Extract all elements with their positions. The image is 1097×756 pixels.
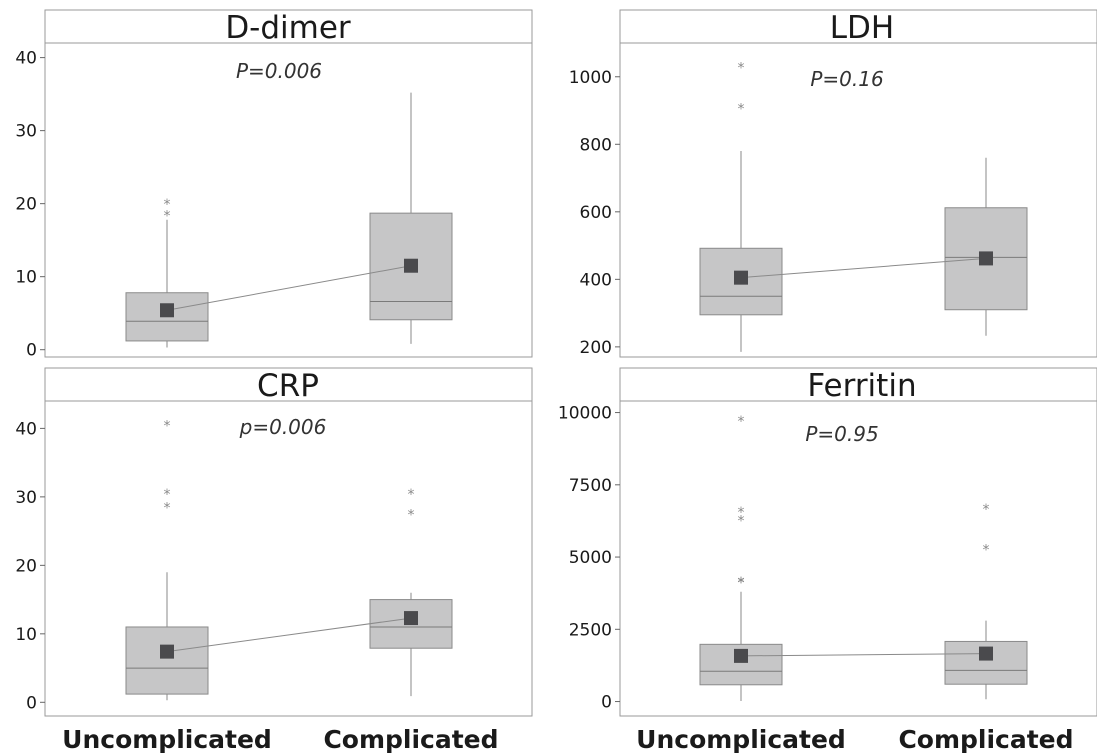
outlier-point: * xyxy=(738,576,745,592)
outlier-point: * xyxy=(738,575,745,591)
outlier-point: * xyxy=(164,197,171,213)
panel-title: Ferritin xyxy=(807,368,916,404)
outlier-point: * xyxy=(738,514,745,530)
y-tick-label: 7500 xyxy=(569,476,612,496)
outlier-point: * xyxy=(738,60,745,76)
y-tick-label: 200 xyxy=(580,338,612,358)
mean-marker xyxy=(734,270,748,285)
outlier-point: * xyxy=(408,487,415,503)
panel-title: D-dimer xyxy=(225,10,351,46)
y-tick-label: 600 xyxy=(580,203,612,223)
panel-ldh: LDH P=0.16 200 400 600 800 1000 * * xyxy=(569,9,1097,358)
outlier-point: * xyxy=(164,419,171,435)
y-tick-label: 400 xyxy=(580,270,612,290)
y-tick-label: 10 xyxy=(15,268,37,288)
y-tick-label: 10000 xyxy=(558,404,612,424)
mean-marker xyxy=(979,251,993,266)
mean-marker xyxy=(160,644,174,659)
outlier-point: * xyxy=(983,542,990,558)
p-value-annotation: P=0.006 xyxy=(236,59,322,83)
y-tick-label: 10 xyxy=(15,625,37,645)
x-axis-label-uncomplicated: Uncomplicated xyxy=(62,725,272,754)
outlier-point: * xyxy=(164,501,171,517)
p-value-annotation: P=0.16 xyxy=(810,67,883,91)
y-tick-label: 30 xyxy=(15,488,37,508)
mean-marker xyxy=(404,258,418,273)
y-tick-label: 40 xyxy=(15,49,37,69)
mean-connect-line xyxy=(740,653,987,657)
mean-marker xyxy=(404,611,418,626)
y-tick-label: 20 xyxy=(15,556,37,576)
panel-title: CRP xyxy=(257,368,319,404)
mean-marker xyxy=(734,648,748,663)
p-value-annotation: p=0.006 xyxy=(239,415,327,439)
x-axis-label-complicated: Complicated xyxy=(323,725,498,754)
y-tick-label: 0 xyxy=(601,693,612,713)
outlier-point: * xyxy=(738,414,745,430)
x-axis-label-complicated: Complicated xyxy=(898,725,1073,754)
y-tick-label: 20 xyxy=(15,195,37,215)
outlier-point: * xyxy=(738,101,745,117)
outlier-point: * xyxy=(738,505,745,521)
mean-connect-line xyxy=(166,265,412,311)
outlier-point: * xyxy=(164,209,171,225)
outlier-point: * xyxy=(408,508,415,524)
outlier-point: * xyxy=(164,487,171,503)
y-tick-label: 2500 xyxy=(569,620,612,640)
panel-d-dimer: D-dimer P=0.006 0 10 20 30 40 ** xyxy=(15,9,533,361)
y-tick-label: 0 xyxy=(26,693,37,713)
y-tick-label: 5000 xyxy=(569,548,612,568)
outlier-point: * xyxy=(983,502,990,518)
mean-marker xyxy=(160,303,174,318)
y-tick-label: 30 xyxy=(15,122,37,142)
x-axis-label-uncomplicated: Uncomplicated xyxy=(636,725,846,754)
mean-connect-line xyxy=(166,617,412,653)
y-tick-label: 0 xyxy=(26,341,37,361)
y-tick-label: 800 xyxy=(580,135,612,155)
iqr-box-uncomplicated xyxy=(125,626,209,695)
panel-ferritin: Ferritin P=0.95 025005000750010000******… xyxy=(558,367,1097,717)
panel-title: LDH xyxy=(830,10,894,46)
y-tick-label: 1000 xyxy=(569,68,612,88)
mean-connect-line xyxy=(740,257,987,279)
y-tick-label: 40 xyxy=(15,419,37,439)
p-value-annotation: P=0.95 xyxy=(805,422,878,446)
mean-marker xyxy=(979,646,993,661)
